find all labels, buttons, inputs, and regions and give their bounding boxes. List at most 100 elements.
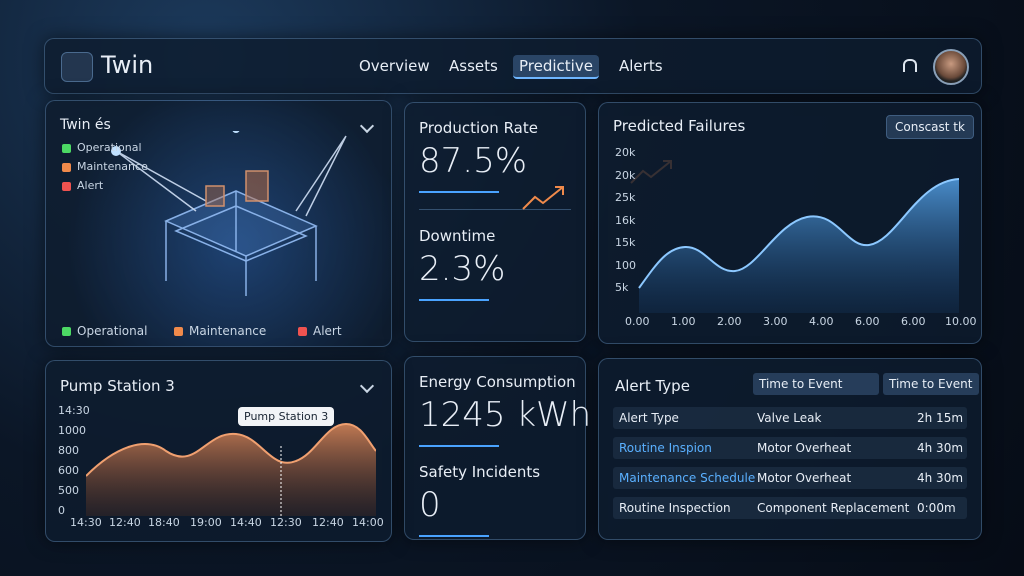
table-cell: 4h 30m [917, 471, 964, 485]
legend-label: Operational [77, 141, 142, 154]
y-tick-label: 25k [615, 191, 636, 204]
panel-title: Pump Station 3 [60, 377, 175, 395]
legend-label: Alert [313, 324, 342, 338]
table-cell: Motor Overheat [757, 441, 852, 455]
table-cell: Routine Inspion [619, 441, 712, 455]
x-tick-label: 0.00 [625, 315, 650, 328]
legend-swatch [174, 327, 183, 336]
panel-title: Twin és [60, 117, 111, 133]
y-tick-label: 14:30 [58, 404, 90, 417]
platform-illustration [111, 131, 347, 296]
x-tick-label: 19:00 [190, 516, 222, 529]
bell-icon[interactable] [903, 59, 917, 72]
kpi-value: 1245 kWh [419, 395, 592, 435]
kpi-label: Energy Consumption [419, 373, 576, 391]
divider [419, 209, 571, 210]
underline [419, 535, 489, 537]
twin-panel: Twin és Operational Maintenance Alert Opera… [45, 100, 392, 347]
y-tick-label: 20k [615, 168, 636, 182]
x-tick-label: 3.00 [763, 315, 788, 328]
y-tick-label: 20k [615, 146, 636, 159]
kpi-value: 0 [419, 485, 441, 525]
kpi-label: Safety Incidents [419, 463, 541, 481]
nav-item[interactable]: Alerts [619, 57, 663, 75]
x-tick-label: 4.00 [809, 315, 834, 328]
y-tick-label: 15k [615, 236, 636, 249]
x-tick-label: 2.00 [717, 315, 742, 328]
kpi-value: 2.3% [419, 249, 506, 289]
panel-title: Predicted Failures [613, 117, 746, 135]
legend-swatch [62, 181, 71, 191]
nav-item[interactable]: Assets [449, 57, 498, 75]
x-tick-label: 6.00 [901, 315, 926, 328]
legend-item: Alert [298, 324, 342, 338]
legend-item: Maintenance [62, 160, 148, 173]
legend-item: Operational [62, 324, 147, 338]
x-tick-label: 12:40 [312, 516, 344, 529]
table-cell: 0:00m [917, 501, 956, 515]
y-tick-label: 100 [615, 258, 636, 272]
y-tick-label: 1000 [58, 424, 86, 437]
table-row: Routine Inspection Component Replacement 0… [613, 497, 967, 519]
table-cell: Maintenance Schedule [619, 471, 756, 485]
brand: Twin [101, 51, 154, 79]
column-header: Time to Event [753, 373, 879, 395]
y-tick-label: 600 [58, 464, 79, 477]
pump-station-panel: Pump Station 3 Pump Station 3 14:30 1000 8… [45, 360, 392, 542]
dropdown[interactable] [359, 378, 375, 394]
area-chart [638, 178, 960, 313]
legend-item: Alert [62, 179, 103, 192]
legend-label: Operational [77, 324, 148, 338]
kpi-panel-bottom: Energy Consumption 1245 kWh Safety Inciden… [404, 356, 591, 540]
table-cell: Motor Overheat [757, 471, 852, 485]
kpi-label: Downtime [419, 227, 496, 245]
legend-label: Maintenance [189, 324, 267, 338]
nav-item[interactable]: Predictive [513, 55, 599, 79]
legend-label: Alert [77, 179, 104, 192]
underline [419, 445, 499, 447]
table-row: Routine Inspion Motor Overheat 4h 30m [613, 437, 967, 459]
underline [419, 299, 489, 301]
legend-item: Maintenance [174, 324, 266, 338]
legend-label: Maintenance [77, 160, 148, 173]
legend-swatch [62, 143, 71, 153]
legend-swatch [298, 327, 307, 336]
y-tick-label: 0 [58, 504, 65, 517]
y-tick-label: 16k [615, 213, 636, 227]
x-tick-label: 12:40 [109, 516, 141, 529]
kpi-panel-top: Production Rate 87.5% Downtime 2.3% [404, 102, 672, 342]
table-cell: Alert Type [619, 411, 679, 425]
avatar[interactable] [933, 49, 969, 85]
button[interactable]: Conscast tk [886, 115, 974, 139]
kpi-value: 87.5% [419, 141, 528, 181]
x-tick-label: 12:30 [270, 516, 302, 529]
dropdown[interactable] [359, 118, 375, 134]
spark-icon [522, 186, 564, 210]
predicted-failures-panel: Predicted Failures Conscast tk 20k 20k 25k… [598, 102, 982, 344]
panel-title: Alert Type [615, 377, 690, 395]
nav-item[interactable]: Overview [359, 57, 430, 75]
table-cell: Valve Leak [757, 411, 822, 425]
x-tick-label: 14:30 [70, 516, 102, 529]
x-tick-label: 18:40 [148, 516, 180, 529]
x-tick-label: 6.00 [855, 315, 880, 328]
column-header: Time to Event [883, 373, 979, 395]
x-tick-label: 14:40 [230, 516, 262, 529]
x-tick-label: 14:00 [352, 516, 384, 529]
y-tick-label: 5k [615, 281, 629, 294]
header: Twin Overview Assets Predictive Alerts [44, 38, 982, 94]
x-tick-label: 10.00 [945, 315, 977, 328]
kpi-label: Production Rate [419, 119, 538, 137]
alerts-panel: Alert Type Time to Event Time to Event Ale… [598, 358, 982, 540]
legend-swatch [62, 327, 71, 336]
x-tick-label: 1.00 [671, 315, 696, 328]
table-cell: 2h 15m [917, 411, 964, 425]
y-tick-label: 800 [58, 444, 79, 457]
legend-item: Operational [62, 141, 142, 154]
y-tick-label: 500 [58, 484, 79, 497]
table-row: Alert Type Valve Leak 2h 15m [613, 407, 967, 429]
area-chart [86, 422, 376, 516]
table-row: Maintenance Schedule Motor Overheat 4h 30m [613, 467, 967, 489]
table-cell: Component Replacement [757, 501, 910, 515]
